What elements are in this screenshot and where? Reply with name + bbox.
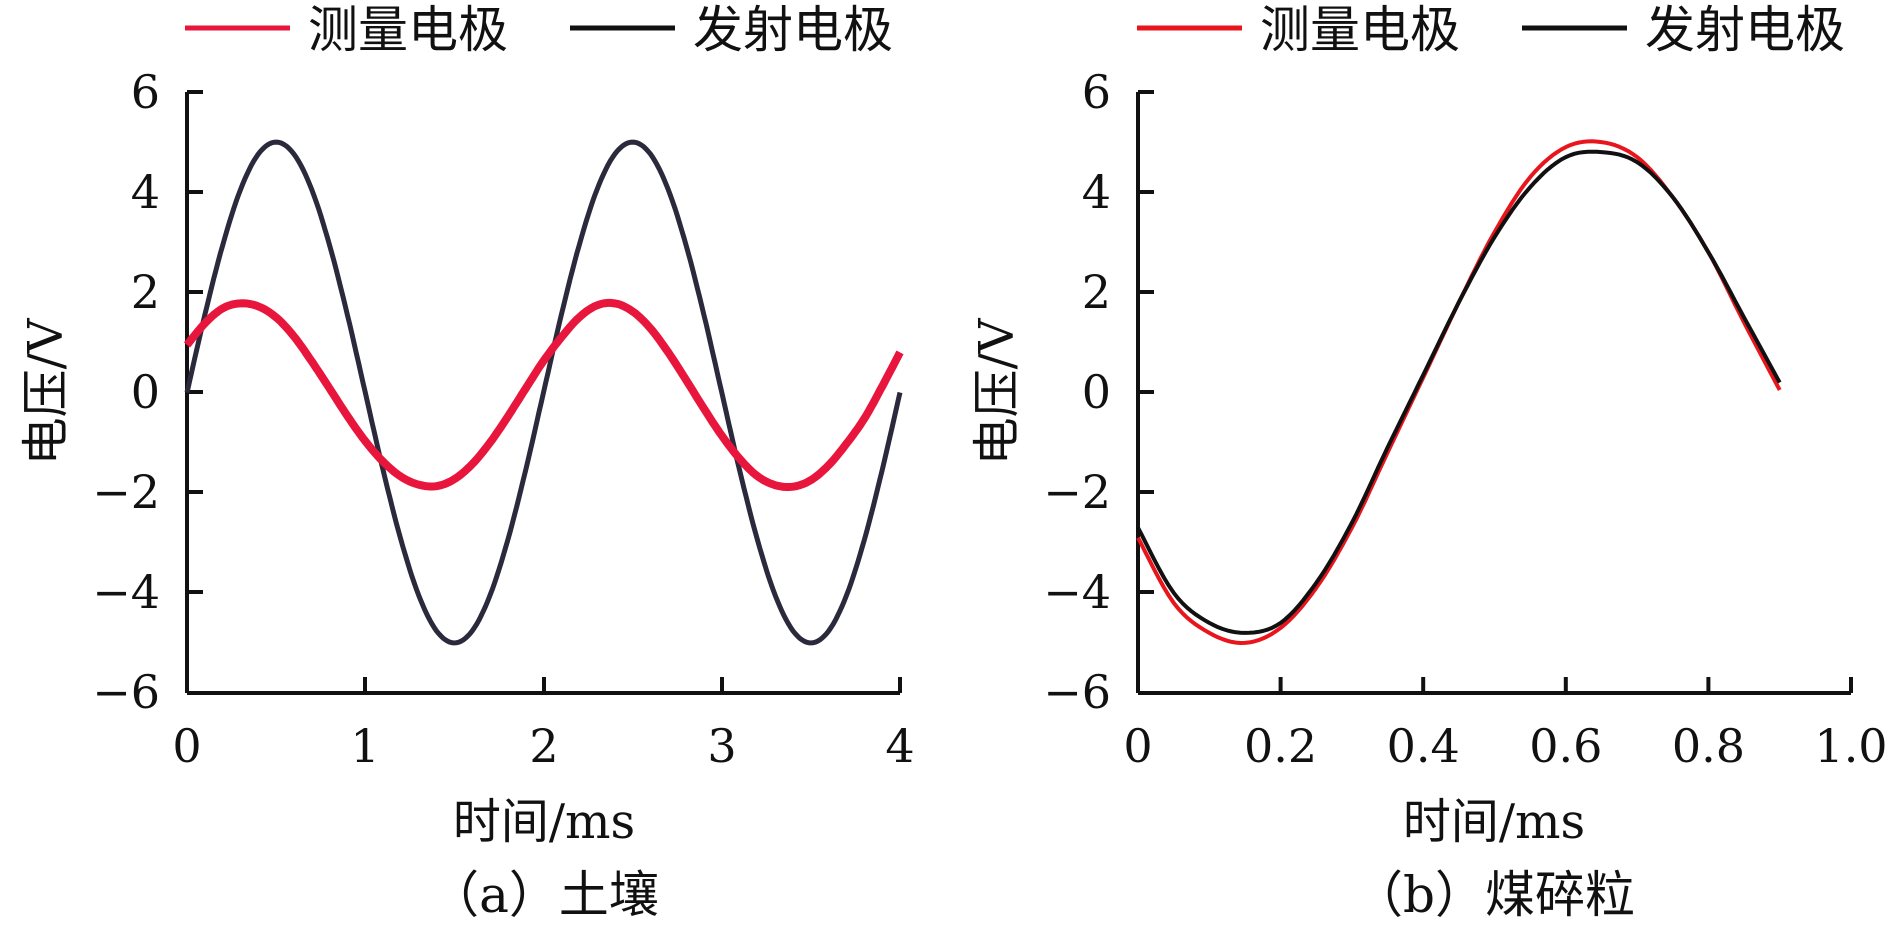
x-tick-label: 0: [1123, 719, 1152, 773]
x-tick-label: 0.2: [1244, 719, 1317, 773]
series-line-measure: [1136, 139, 1782, 645]
y-tick-label: −6: [92, 665, 160, 719]
series-line-emit: [184, 139, 903, 646]
x-tick-label: 0.4: [1387, 719, 1460, 773]
y-tick-label: 2: [131, 265, 160, 319]
y-tick-label: 6: [131, 65, 160, 119]
x-tick-label: 0.8: [1672, 719, 1745, 773]
y-tick-labels: 6 4 2 0 −2 −4 −6: [1043, 65, 1111, 719]
chart-panel-b: 测量电极 发射电极 6 4 2 0 −2 −4 −6: [969, 1, 1888, 924]
legend-label-emit: 发射电极: [1645, 1, 1845, 59]
series-line-measure: [183, 298, 904, 491]
x-tick-label: 2: [529, 719, 558, 773]
x-tick-label: 0: [172, 719, 201, 773]
x-axis-label: 时间/ms: [1403, 794, 1585, 850]
y-tick-label: −6: [1043, 665, 1111, 719]
legend-label-measure: 测量电极: [308, 1, 508, 59]
y-tick-label: 0: [1082, 365, 1111, 419]
y-ticks: [187, 90, 203, 594]
series-line-emit: [1136, 149, 1782, 635]
x-tick-label: 3: [707, 719, 736, 773]
x-tick-labels: 0 0.2 0.4 0.6 0.8 1.0: [1123, 719, 1887, 773]
legend-label-measure: 测量电极: [1260, 1, 1460, 59]
x-tick-label: 1: [350, 719, 379, 773]
x-ticks: [363, 677, 902, 693]
panel-caption: （a）土壤: [429, 866, 659, 924]
y-ticks: [1138, 90, 1154, 594]
y-tick-label: −2: [92, 465, 160, 519]
y-tick-label: 6: [1082, 65, 1111, 119]
x-tick-labels: 0 1 2 3 4: [172, 719, 914, 773]
chart-panel-a: 测量电极 发射电极 6 4 2 0 −2 −4 −6: [18, 1, 915, 924]
y-tick-label: 4: [1082, 165, 1111, 219]
y-tick-label: −4: [92, 565, 160, 619]
y-tick-label: 4: [131, 165, 160, 219]
x-axis-label: 时间/ms: [453, 794, 635, 850]
y-axis-label: 电压/V: [969, 317, 1025, 465]
y-axis-label: 电压/V: [18, 317, 74, 465]
x-tick-label: 4: [885, 719, 914, 773]
x-tick-label: 0.6: [1529, 719, 1602, 773]
y-tick-labels: 6 4 2 0 −2 −4 −6: [92, 65, 160, 719]
y-tick-label: −4: [1043, 565, 1111, 619]
legend-label-emit: 发射电极: [693, 1, 893, 59]
y-tick-label: 0: [131, 365, 160, 419]
x-ticks: [1278, 677, 1853, 693]
panel-caption: （b）煤碎粒: [1353, 866, 1635, 924]
y-tick-label: −2: [1043, 465, 1111, 519]
x-tick-label: 1.0: [1814, 719, 1887, 773]
y-tick-label: 2: [1082, 265, 1111, 319]
